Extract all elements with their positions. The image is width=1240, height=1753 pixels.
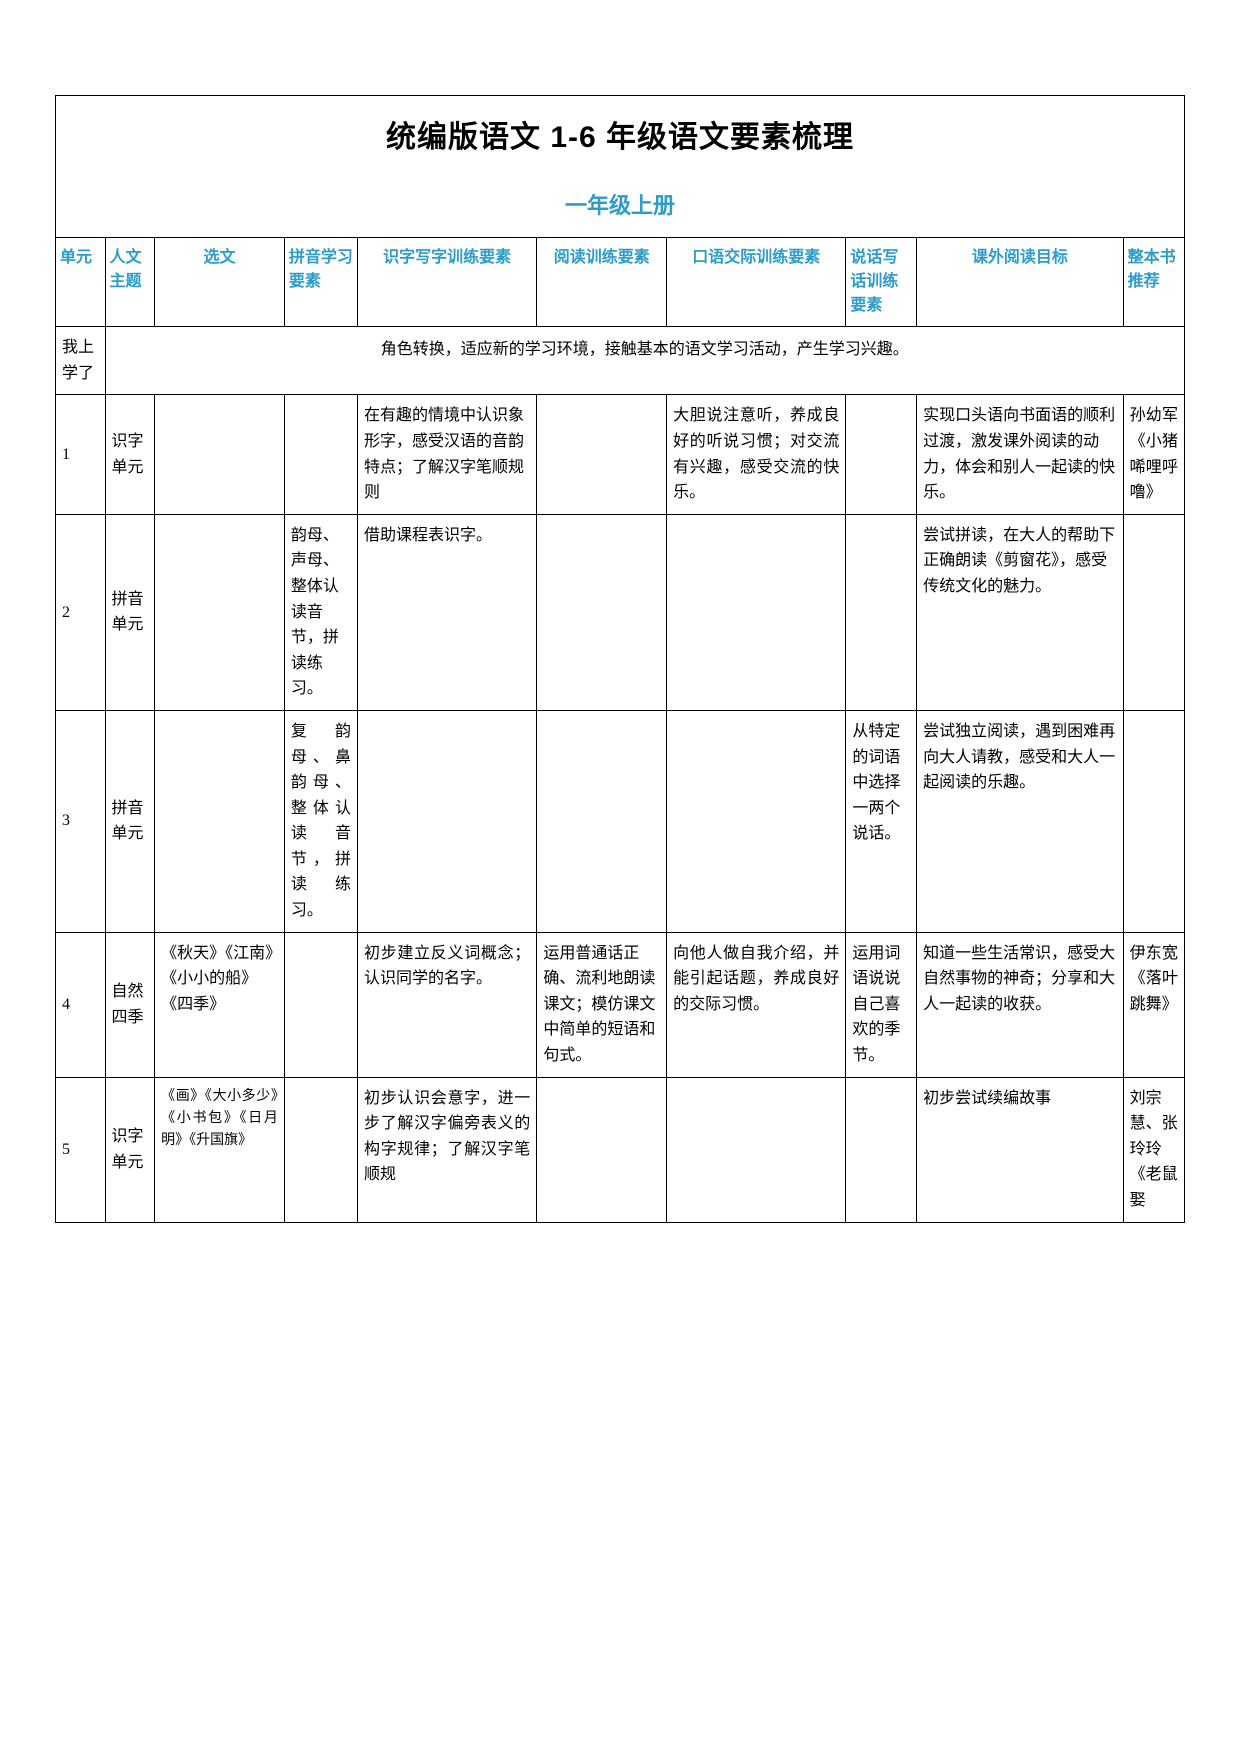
cell-texts <box>155 710 285 932</box>
subtitle-row: 一年级上册 <box>56 174 1185 238</box>
cell-writing <box>846 1077 917 1222</box>
cell-theme: 识字单元 <box>105 395 155 514</box>
intro-row: 我上学了 角色转换，适应新的学习环境，接触基本的语文学习活动，产生学习兴趣。 <box>56 327 1185 395</box>
main-title: 统编版语文 1-6 年级语文要素梳理 <box>56 114 1184 162</box>
cell-speaking: 向他人做自我介绍，并能引起话题，养成良好的交际习惯。 <box>667 932 846 1077</box>
header-row: 单元 人文主题 选文 拼音学习要素 识字写字训练要素 阅读训练要素 口语交际训练… <box>56 238 1185 327</box>
cell-texts <box>155 395 285 514</box>
cell-speaking <box>667 514 846 710</box>
table-row: 1 识字单元 在有趣的情境中认识象形字，感受汉语的音韵特点；了解汉字笔顺规则 大… <box>56 395 1185 514</box>
cell-literacy: 在有趣的情境中认识象形字，感受汉语的音韵特点；了解汉字笔顺规则 <box>358 395 537 514</box>
cell-extra-reading: 尝试独立阅读，遇到困难再向大人请教，感受和大人一起阅读的乐趣。 <box>917 710 1123 932</box>
cell-reading <box>537 710 667 932</box>
header-pinyin: 拼音学习要素 <box>284 238 357 327</box>
header-speaking: 口语交际训练要素 <box>667 238 846 327</box>
cell-speaking <box>667 710 846 932</box>
table-row: 4 自然四季 《秋天》《江南》《小小的船》《四季》 初步建立反义词概念；认识同学… <box>56 932 1185 1077</box>
header-theme: 人文主题 <box>105 238 155 327</box>
cell-reading <box>537 1077 667 1222</box>
cell-writing <box>846 514 917 710</box>
cell-book: 刘宗慧、张玲玲《老鼠娶 <box>1123 1077 1184 1222</box>
cell-pinyin <box>284 1077 357 1222</box>
cell-extra-reading: 尝试拼读，在大人的帮助下正确朗读《剪窗花》，感受传统文化的魅力。 <box>917 514 1123 710</box>
title-cell: 统编版语文 1-6 年级语文要素梳理 <box>56 96 1185 175</box>
cell-literacy <box>358 710 537 932</box>
cell-unit: 1 <box>56 395 106 514</box>
cell-theme: 拼音单元 <box>105 710 155 932</box>
cell-pinyin <box>284 932 357 1077</box>
cell-extra-reading: 知道一些生活常识，感受大自然事物的神奇；分享和大人一起读的收获。 <box>917 932 1123 1077</box>
cell-pinyin: 韵母、声母、整体认读音节，拼读练习。 <box>284 514 357 710</box>
intro-content: 角色转换，适应新的学习环境，接触基本的语文学习活动，产生学习兴趣。 <box>105 327 1184 395</box>
title-row: 统编版语文 1-6 年级语文要素梳理 <box>56 96 1185 175</box>
header-extra-reading: 课外阅读目标 <box>917 238 1123 327</box>
cell-book <box>1123 710 1184 932</box>
cell-book: 孙幼军《小猪唏哩呼噜》 <box>1123 395 1184 514</box>
subtitle: 一年级上册 <box>56 188 1184 223</box>
cell-theme: 识字单元 <box>105 1077 155 1222</box>
cell-unit: 2 <box>56 514 106 710</box>
header-unit: 单元 <box>56 238 106 327</box>
cell-literacy: 初步认识会意字，进一步了解汉字偏旁表义的构字规律；了解汉字笔顺规 <box>358 1077 537 1222</box>
cell-extra-reading: 实现口头语向书面语的顺利过渡，激发课外阅读的动力，体会和别人一起读的快乐。 <box>917 395 1123 514</box>
cell-book: 伊东宽《落叶跳舞》 <box>1123 932 1184 1077</box>
header-literacy: 识字写字训练要素 <box>358 238 537 327</box>
cell-literacy: 借助课程表识字。 <box>358 514 537 710</box>
cell-writing: 运用词语说说自己喜欢的季节。 <box>846 932 917 1077</box>
table-row: 5 识字单元 《画》《大小多少》《小书包》《日月明》《升国旗》 初步认识会意字，… <box>56 1077 1185 1222</box>
cell-literacy: 初步建立反义词概念；认识同学的名字。 <box>358 932 537 1077</box>
cell-reading <box>537 395 667 514</box>
subtitle-cell: 一年级上册 <box>56 174 1185 238</box>
cell-speaking <box>667 1077 846 1222</box>
header-texts: 选文 <box>155 238 285 327</box>
header-book: 整本书推荐 <box>1123 238 1184 327</box>
cell-writing: 从特定的词语中选择一两个说话。 <box>846 710 917 932</box>
table-row: 3 拼音单元 复韵母、鼻韵母、整体认读音节，拼读练习。 从特定的词语中选择一两个… <box>56 710 1185 932</box>
cell-unit: 3 <box>56 710 106 932</box>
cell-theme: 拼音单元 <box>105 514 155 710</box>
cell-texts <box>155 514 285 710</box>
cell-texts: 《秋天》《江南》《小小的船》《四季》 <box>155 932 285 1077</box>
header-reading: 阅读训练要素 <box>537 238 667 327</box>
cell-extra-reading: 初步尝试续编故事 <box>917 1077 1123 1222</box>
curriculum-table: 统编版语文 1-6 年级语文要素梳理 一年级上册 单元 人文主题 选文 拼音学习… <box>55 95 1185 1223</box>
cell-reading <box>537 514 667 710</box>
cell-reading: 运用普通话正确、流利地朗读课文；模仿课文中简单的短语和句式。 <box>537 932 667 1077</box>
cell-unit: 5 <box>56 1077 106 1222</box>
intro-label: 我上学了 <box>56 327 106 395</box>
cell-texts: 《画》《大小多少》《小书包》《日月明》《升国旗》 <box>155 1077 285 1222</box>
cell-writing <box>846 395 917 514</box>
cell-speaking: 大胆说注意听，养成良好的听说习惯；对交流有兴趣，感受交流的快乐。 <box>667 395 846 514</box>
cell-unit: 4 <box>56 932 106 1077</box>
table-row: 2 拼音单元 韵母、声母、整体认读音节，拼读练习。 借助课程表识字。 尝试拼读，… <box>56 514 1185 710</box>
cell-pinyin: 复韵母、鼻韵母、整体认读音节，拼读练习。 <box>284 710 357 932</box>
cell-book <box>1123 514 1184 710</box>
header-writing: 说话写话训练要素 <box>846 238 917 327</box>
cell-pinyin <box>284 395 357 514</box>
cell-theme: 自然四季 <box>105 932 155 1077</box>
